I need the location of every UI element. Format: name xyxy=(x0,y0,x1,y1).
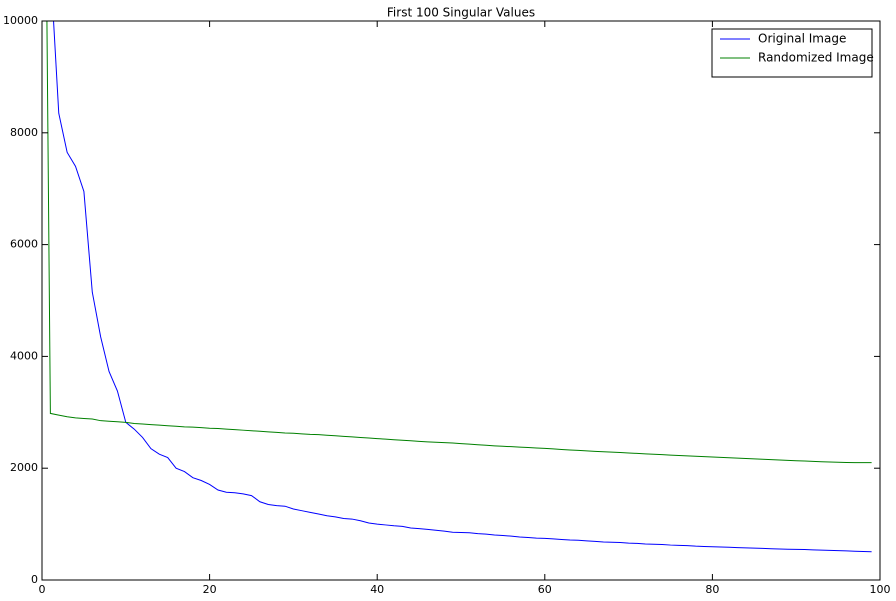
x-tick-label: 60 xyxy=(538,583,552,596)
chart-title: First 100 Singular Values xyxy=(387,6,535,20)
x-tick-label: 40 xyxy=(370,583,384,596)
y-tick-label: 6000 xyxy=(10,238,38,251)
y-tick-label: 0 xyxy=(31,573,38,586)
y-tick-label: 8000 xyxy=(10,126,38,139)
y-tick-label: 10000 xyxy=(3,14,38,27)
y-tick-label: 2000 xyxy=(10,461,38,474)
y-tick-label: 4000 xyxy=(10,349,38,362)
legend-label: Original Image xyxy=(758,32,846,46)
data-line xyxy=(53,21,872,553)
x-tick-label: 80 xyxy=(705,583,719,596)
x-tick-label: 0 xyxy=(39,583,46,596)
x-tick-label: 100 xyxy=(870,583,891,596)
legend-box xyxy=(711,28,873,78)
data-line xyxy=(46,21,872,464)
legend-label: Randomized Image xyxy=(758,51,874,65)
plot-frame xyxy=(41,20,881,581)
x-tick-label: 20 xyxy=(203,583,217,596)
